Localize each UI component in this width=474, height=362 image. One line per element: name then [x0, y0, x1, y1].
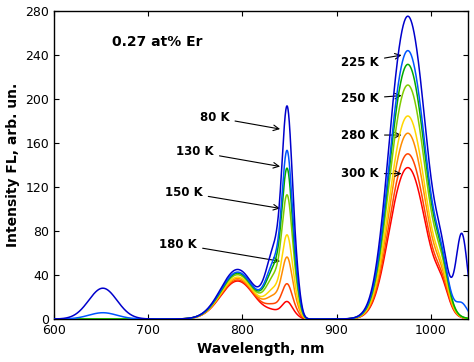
Text: 225 K: 225 K [341, 54, 401, 69]
Text: 250 K: 250 K [341, 92, 401, 105]
Text: 80 K: 80 K [200, 111, 279, 131]
X-axis label: Wavelength, nm: Wavelength, nm [197, 342, 325, 357]
Y-axis label: Intensity FL, arb. un.: Intensity FL, arb. un. [6, 83, 19, 247]
Text: 280 K: 280 K [341, 129, 401, 142]
Text: 180 K: 180 K [159, 237, 279, 263]
Text: 300 K: 300 K [341, 167, 401, 180]
Text: 150 K: 150 K [165, 186, 279, 210]
Text: 0.27 at% Er: 0.27 at% Er [112, 35, 203, 49]
Text: 130 K: 130 K [176, 145, 279, 168]
